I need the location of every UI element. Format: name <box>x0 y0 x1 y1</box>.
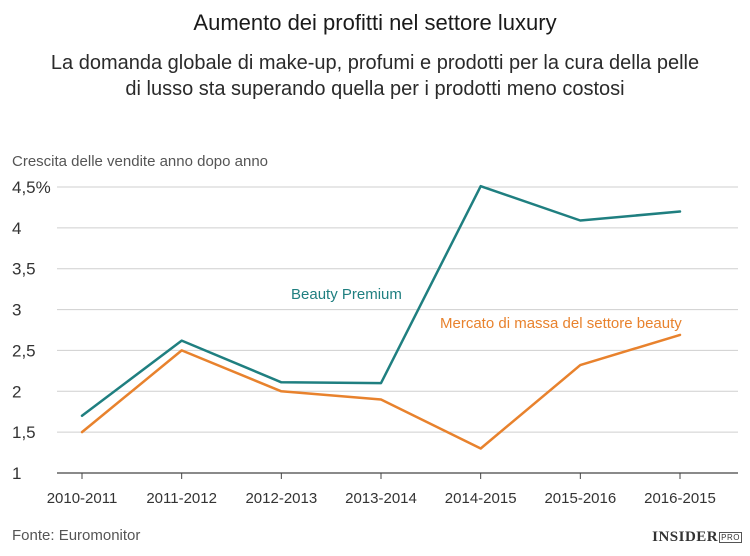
x-tick-label: 2011-2012 <box>146 490 217 507</box>
series-label-0: Beauty Premium <box>291 286 402 303</box>
y-axis-label: Crescita delle vendite anno dopo anno <box>12 153 268 170</box>
y-tick-label: 4 <box>12 219 21 238</box>
subtitle-line-2: di lusso sta superando quella per i prod… <box>125 78 625 100</box>
x-tick-label: 2014-2015 <box>445 490 517 507</box>
series-label-1: Mercato di massa del settore beauty <box>440 315 682 332</box>
x-tick-label: 2016-2015 <box>644 490 716 507</box>
x-tick-label: 2013-2014 <box>345 490 417 507</box>
y-tick-label: 4,5% <box>12 178 51 197</box>
subtitle-line-1: La domanda globale di make-up, profumi e… <box>50 52 700 74</box>
series-line-1 <box>80 333 682 450</box>
logo-text: INSIDER <box>652 529 719 545</box>
brand-logo: INSIDER PRO <box>652 529 742 546</box>
series-labels: Beauty Premium Mercato di massa del setto… <box>291 286 682 332</box>
source-note: Fonte: Euromonitor <box>12 527 141 544</box>
x-tick-label: 2015-2016 <box>544 490 616 507</box>
chart-subtitle: La domanda globale di make-up, profumi e… <box>0 50 750 102</box>
series-line-0 <box>80 184 682 418</box>
chart-title: Aumento dei profitti nel settore luxury <box>193 10 557 35</box>
y-tick-label: 2 <box>12 382 21 401</box>
y-tick-label: 1,5 <box>12 423 36 442</box>
series-lines <box>80 184 682 450</box>
x-axis: 2010-2011 2011-2012 2012-2013 2013-2014 2014… <box>47 473 716 507</box>
y-tick-label: 3 <box>12 301 21 320</box>
x-tick-label: 2012-2013 <box>245 490 317 507</box>
y-tick-label: 2,5 <box>12 341 36 360</box>
x-tick-label: 2010-2011 <box>47 490 118 507</box>
y-tick-label: 3,5 <box>12 260 36 279</box>
y-axis-ticks: 1 1,5 2 2,5 3 3,5 4 4,5% <box>12 178 51 483</box>
y-tick-label: 1 <box>12 464 21 483</box>
logo-badge: PRO <box>719 532 742 544</box>
